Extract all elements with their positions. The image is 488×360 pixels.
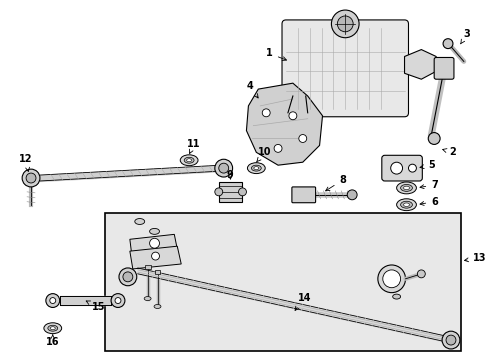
- Ellipse shape: [400, 201, 411, 208]
- Text: 3: 3: [460, 29, 469, 44]
- Text: 10: 10: [256, 147, 271, 162]
- Ellipse shape: [184, 157, 194, 163]
- Text: 1: 1: [265, 49, 286, 60]
- Ellipse shape: [251, 165, 261, 171]
- Circle shape: [331, 10, 358, 38]
- Ellipse shape: [392, 294, 400, 299]
- Circle shape: [46, 294, 60, 307]
- Circle shape: [218, 163, 228, 173]
- Circle shape: [26, 173, 36, 183]
- Bar: [218, 182, 242, 202]
- Ellipse shape: [48, 325, 58, 331]
- Text: 15: 15: [86, 301, 105, 312]
- Polygon shape: [404, 50, 435, 79]
- Circle shape: [337, 16, 352, 32]
- Circle shape: [111, 294, 124, 307]
- Text: 6: 6: [419, 197, 437, 207]
- Ellipse shape: [396, 199, 416, 211]
- Ellipse shape: [50, 327, 55, 330]
- Circle shape: [238, 188, 246, 196]
- Circle shape: [288, 112, 296, 120]
- Text: 7: 7: [419, 180, 437, 190]
- Circle shape: [151, 252, 159, 260]
- Bar: [154, 270, 160, 274]
- Ellipse shape: [149, 228, 159, 234]
- Ellipse shape: [154, 305, 161, 309]
- Ellipse shape: [180, 155, 198, 166]
- Text: 14: 14: [294, 293, 311, 310]
- Circle shape: [417, 270, 425, 278]
- Ellipse shape: [403, 203, 408, 206]
- Text: 8: 8: [325, 175, 346, 191]
- Circle shape: [22, 169, 40, 187]
- Ellipse shape: [144, 297, 151, 301]
- Text: 4: 4: [246, 81, 258, 98]
- Circle shape: [382, 270, 400, 288]
- Polygon shape: [130, 234, 177, 255]
- Circle shape: [441, 331, 459, 349]
- Circle shape: [298, 135, 306, 143]
- Ellipse shape: [247, 163, 264, 174]
- Circle shape: [149, 238, 159, 248]
- Ellipse shape: [186, 159, 191, 162]
- Circle shape: [390, 162, 402, 174]
- FancyBboxPatch shape: [433, 58, 453, 79]
- FancyBboxPatch shape: [282, 20, 407, 117]
- Polygon shape: [130, 246, 181, 269]
- Ellipse shape: [396, 182, 416, 194]
- Text: 11: 11: [187, 139, 200, 153]
- Text: 2: 2: [442, 147, 455, 157]
- Circle shape: [274, 144, 282, 152]
- Ellipse shape: [403, 186, 408, 190]
- Bar: [144, 265, 150, 269]
- Ellipse shape: [44, 323, 61, 334]
- Circle shape: [115, 298, 121, 303]
- Text: 9: 9: [226, 170, 233, 180]
- FancyBboxPatch shape: [381, 155, 422, 181]
- Ellipse shape: [135, 219, 144, 225]
- Polygon shape: [246, 83, 322, 165]
- Ellipse shape: [253, 167, 258, 170]
- Circle shape: [445, 335, 455, 345]
- FancyBboxPatch shape: [291, 187, 315, 203]
- Circle shape: [407, 164, 416, 172]
- Circle shape: [377, 265, 405, 293]
- Text: 13: 13: [464, 253, 485, 263]
- Circle shape: [262, 109, 269, 117]
- Bar: [105, 213, 460, 351]
- Circle shape: [122, 272, 133, 282]
- Circle shape: [346, 190, 356, 200]
- Circle shape: [427, 132, 439, 144]
- Circle shape: [214, 159, 232, 177]
- Circle shape: [214, 188, 222, 196]
- Ellipse shape: [400, 184, 411, 192]
- Text: 16: 16: [46, 334, 59, 347]
- Circle shape: [442, 39, 452, 49]
- Circle shape: [50, 298, 56, 303]
- Circle shape: [119, 268, 137, 286]
- Text: 5: 5: [419, 160, 434, 170]
- Text: 12: 12: [19, 154, 33, 171]
